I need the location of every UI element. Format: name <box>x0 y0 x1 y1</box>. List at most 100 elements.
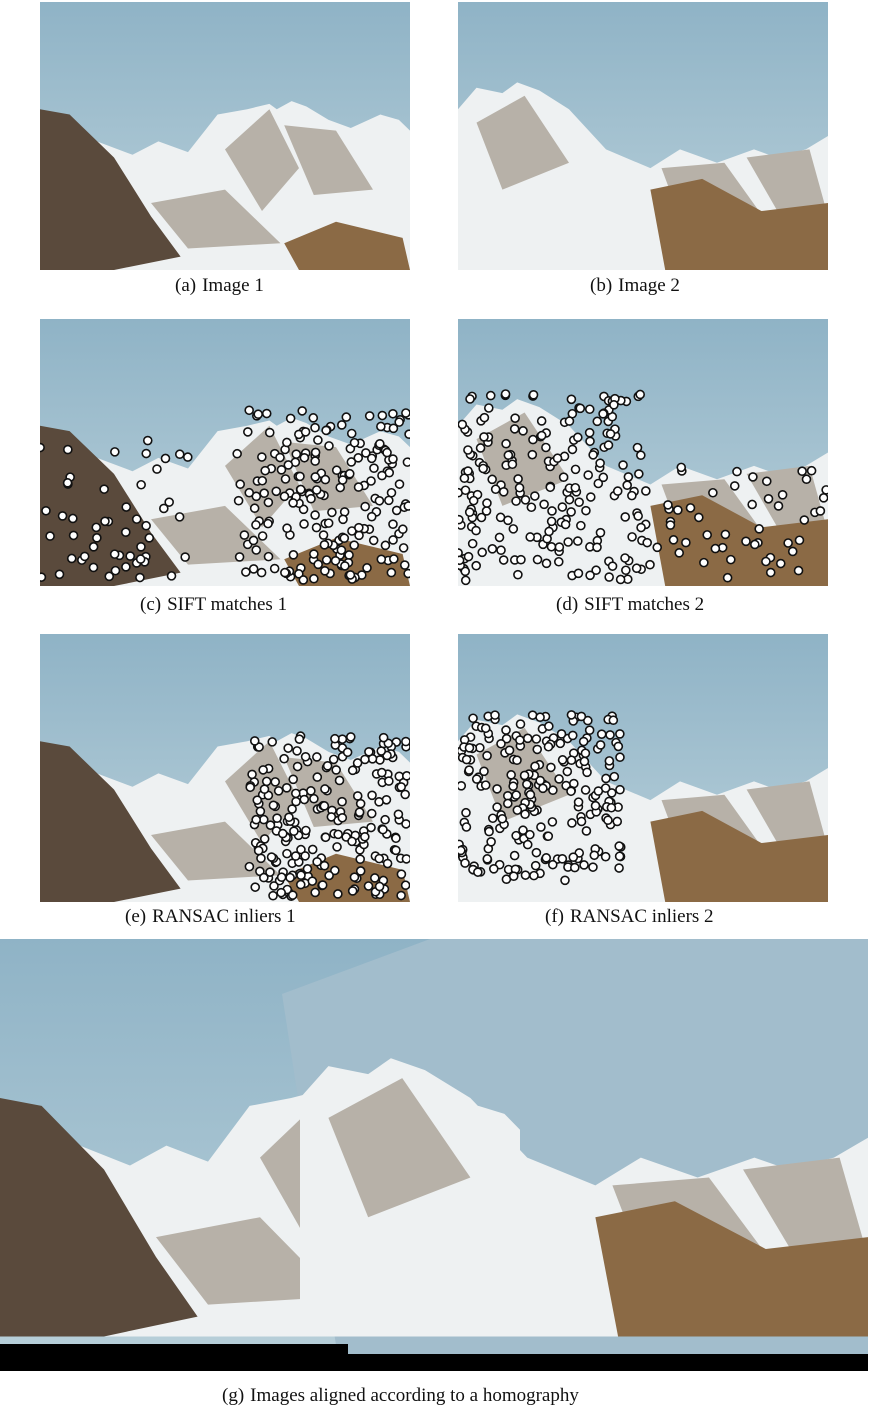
feature-marker <box>364 746 374 757</box>
feature-marker <box>57 511 68 521</box>
feature-marker <box>244 861 255 872</box>
feature-marker <box>263 551 274 562</box>
feature-marker <box>498 555 509 565</box>
feature-marker <box>471 560 482 571</box>
caption-c: (c) SIFT matches 1 <box>140 594 287 616</box>
feature-marker <box>366 808 377 819</box>
feature-marker <box>292 746 302 756</box>
feature-marker <box>264 427 275 438</box>
feature-marker <box>320 832 331 843</box>
feature-marker <box>135 572 145 583</box>
feature-marker <box>557 755 568 765</box>
feature-marker <box>536 822 546 832</box>
feature-marker <box>296 870 306 881</box>
feature-marker <box>520 809 530 820</box>
feature-marker <box>590 800 601 811</box>
feature-marker <box>54 569 65 580</box>
feature-marker <box>109 549 120 559</box>
feature-marker <box>588 862 598 872</box>
feature-marker <box>346 428 357 439</box>
feature-marker <box>458 514 464 525</box>
brown-slope <box>595 1201 868 1337</box>
feature-marker <box>265 867 275 877</box>
feature-marker <box>532 744 543 755</box>
feature-marker <box>603 815 613 826</box>
feature-marker <box>509 424 520 434</box>
feature-marker <box>380 540 391 551</box>
feature-marker <box>141 520 151 531</box>
feature-marker <box>584 725 595 735</box>
feature-marker <box>497 813 508 824</box>
feature-marker <box>287 890 298 900</box>
feature-marker <box>307 876 318 886</box>
feature-marker <box>627 532 637 542</box>
feature-marker <box>511 496 521 506</box>
feature-marker <box>464 507 475 517</box>
caption-g-text: Images aligned according to a homography <box>250 1385 579 1406</box>
feature-marker <box>104 571 115 582</box>
feature-marker <box>463 551 474 562</box>
feature-marker <box>492 784 502 794</box>
feature-marker <box>699 557 709 568</box>
feature-marker <box>581 826 592 836</box>
feature-marker <box>308 413 319 423</box>
feature-marker <box>152 464 162 474</box>
feature-marker <box>598 409 608 419</box>
feature-marker <box>310 472 321 482</box>
feature-marker <box>525 829 535 840</box>
feature-marker <box>290 851 301 861</box>
feature-marker <box>234 552 245 562</box>
feature-marker <box>321 555 332 565</box>
feature-marker <box>490 484 501 495</box>
feature-marker <box>508 781 518 792</box>
feature-marker <box>541 442 551 453</box>
feature-marker <box>393 809 404 820</box>
feature-marker <box>480 780 491 790</box>
feature-marker <box>360 501 370 512</box>
feature-marker <box>273 786 284 796</box>
feature-marker <box>283 743 293 753</box>
feature-marker <box>544 526 554 537</box>
feature-marker <box>376 421 386 432</box>
feature-marker <box>312 752 322 762</box>
feature-marker <box>634 469 644 479</box>
feature-marker <box>508 524 519 534</box>
feature-marker <box>546 762 556 773</box>
feature-marker <box>579 756 590 767</box>
caption-c-text: SIFT matches 1 <box>167 594 288 615</box>
feature-marker <box>592 416 603 427</box>
feature-marker <box>527 449 538 460</box>
feature-marker <box>259 872 269 883</box>
feature-marker <box>580 748 591 759</box>
feature-marker <box>536 416 547 426</box>
feature-marker <box>608 715 619 726</box>
sift-matches-2 <box>458 319 828 586</box>
feature-marker <box>584 427 595 438</box>
feature-marker <box>793 565 804 576</box>
feature-marker <box>388 423 399 434</box>
ransac-inliers-2 <box>458 634 828 902</box>
feature-marker <box>612 486 623 496</box>
ransac-inliers-1-photo <box>40 634 410 902</box>
feature-marker <box>276 887 286 898</box>
feature-marker <box>79 551 90 562</box>
feature-marker <box>311 522 322 533</box>
feature-marker <box>295 484 306 495</box>
caption-f-label: (f) <box>545 906 564 927</box>
feature-marker <box>182 452 193 462</box>
feature-marker <box>260 465 271 476</box>
caption-c-label: (c) <box>140 594 162 615</box>
feature-marker <box>668 535 679 545</box>
feature-marker <box>566 394 577 405</box>
feature-marker <box>522 779 532 790</box>
feature-marker <box>806 465 817 476</box>
feature-marker <box>312 856 322 867</box>
feature-marker <box>732 466 742 477</box>
feature-marker <box>627 490 637 501</box>
feature-marker <box>484 826 494 837</box>
feature-marker <box>121 562 131 572</box>
feature-marker <box>253 845 264 856</box>
feature-marker <box>368 535 379 546</box>
feature-marker <box>520 870 531 880</box>
caption-b: (b) Image 2 <box>590 275 680 297</box>
